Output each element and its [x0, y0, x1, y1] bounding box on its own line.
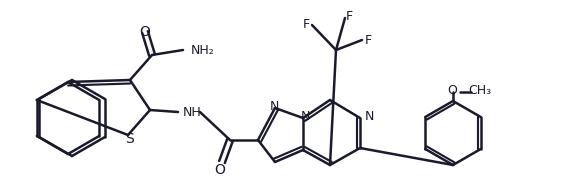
Text: S: S — [126, 132, 134, 146]
Text: O: O — [447, 84, 457, 98]
Text: N: N — [301, 109, 310, 122]
Text: F: F — [365, 33, 371, 46]
Text: NH₂: NH₂ — [191, 44, 215, 56]
Text: F: F — [302, 18, 310, 31]
Text: O: O — [140, 25, 151, 39]
Text: F: F — [345, 9, 353, 22]
Text: NH: NH — [183, 105, 201, 118]
Text: N: N — [365, 111, 374, 123]
Text: O: O — [215, 163, 225, 177]
Text: N: N — [269, 99, 278, 113]
Text: CH₃: CH₃ — [468, 84, 491, 97]
